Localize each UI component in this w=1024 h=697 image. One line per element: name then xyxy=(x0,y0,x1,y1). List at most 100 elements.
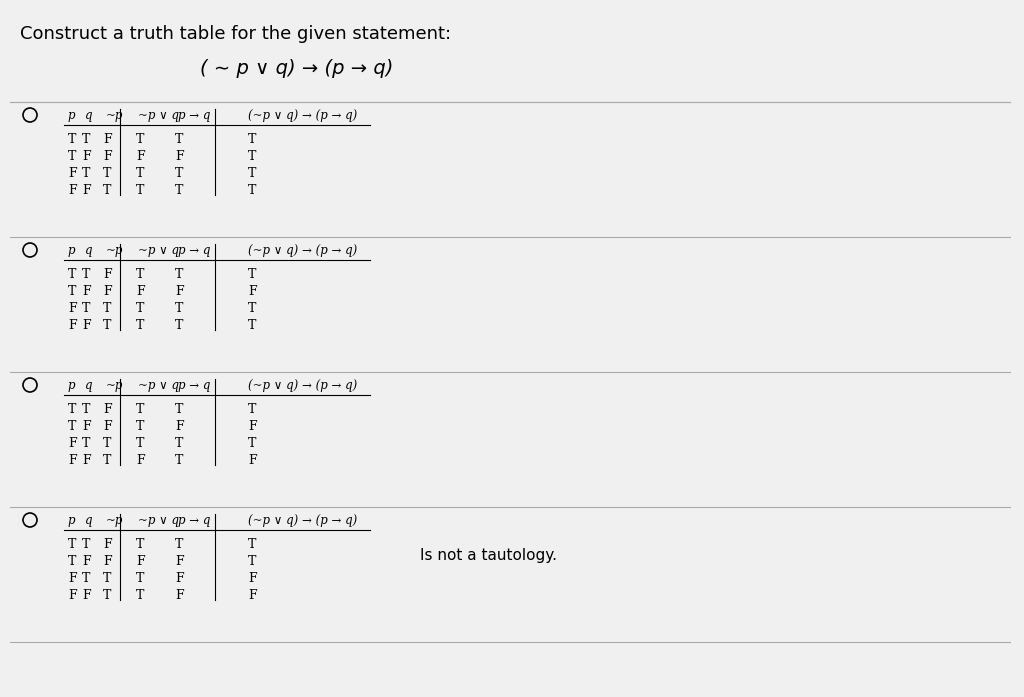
Text: T: T xyxy=(136,319,144,332)
Text: T: T xyxy=(82,572,90,585)
Text: T: T xyxy=(175,268,183,281)
Text: T: T xyxy=(103,572,112,585)
Text: F: F xyxy=(68,302,77,315)
Text: T: T xyxy=(136,133,144,146)
Text: ~p ∨ q: ~p ∨ q xyxy=(138,244,179,257)
Text: q: q xyxy=(85,514,92,527)
Text: ~p: ~p xyxy=(106,109,123,122)
Text: p: p xyxy=(68,514,76,527)
Text: T: T xyxy=(68,133,77,146)
Text: T: T xyxy=(248,538,256,551)
Text: T: T xyxy=(136,167,144,180)
Text: ~p ∨ q: ~p ∨ q xyxy=(138,514,179,527)
Text: ~p ∨ q: ~p ∨ q xyxy=(138,379,179,392)
Text: q: q xyxy=(85,109,92,122)
Text: F: F xyxy=(103,420,112,433)
Text: F: F xyxy=(82,420,91,433)
Text: T: T xyxy=(103,454,112,467)
Text: T: T xyxy=(175,319,183,332)
Text: T: T xyxy=(136,538,144,551)
Text: T: T xyxy=(82,302,90,315)
Text: F: F xyxy=(82,319,91,332)
Text: T: T xyxy=(103,319,112,332)
Text: F: F xyxy=(68,184,77,197)
Text: T: T xyxy=(103,302,112,315)
Text: T: T xyxy=(68,538,77,551)
Text: F: F xyxy=(103,268,112,281)
Text: F: F xyxy=(68,167,77,180)
Text: T: T xyxy=(136,572,144,585)
Text: T: T xyxy=(175,403,183,416)
Text: T: T xyxy=(136,184,144,197)
Text: F: F xyxy=(103,538,112,551)
Text: T: T xyxy=(175,184,183,197)
Text: T: T xyxy=(68,285,77,298)
Text: F: F xyxy=(136,285,144,298)
Text: T: T xyxy=(175,167,183,180)
Text: F: F xyxy=(103,133,112,146)
Text: (~p ∨ q) → (p → q): (~p ∨ q) → (p → q) xyxy=(248,244,357,257)
Text: T: T xyxy=(82,538,90,551)
Text: T: T xyxy=(248,184,256,197)
Text: T: T xyxy=(103,184,112,197)
Text: T: T xyxy=(103,589,112,602)
Text: T: T xyxy=(248,167,256,180)
Text: ~p: ~p xyxy=(106,379,123,392)
Text: F: F xyxy=(103,150,112,163)
Text: p → q: p → q xyxy=(178,379,210,392)
Text: F: F xyxy=(82,285,91,298)
Text: F: F xyxy=(248,572,257,585)
Text: T: T xyxy=(175,437,183,450)
Text: T: T xyxy=(175,454,183,467)
Text: F: F xyxy=(175,572,183,585)
Text: q: q xyxy=(85,244,92,257)
Text: F: F xyxy=(68,437,77,450)
Text: F: F xyxy=(82,454,91,467)
Text: T: T xyxy=(103,437,112,450)
Text: p → q: p → q xyxy=(178,514,210,527)
Text: T: T xyxy=(82,437,90,450)
Text: Construct a truth table for the given statement:: Construct a truth table for the given st… xyxy=(20,25,452,43)
Text: ( ∼ p ∨ q) → (p → q): ( ∼ p ∨ q) → (p → q) xyxy=(200,59,393,78)
Text: T: T xyxy=(136,268,144,281)
Text: T: T xyxy=(248,133,256,146)
Text: T: T xyxy=(82,133,90,146)
Text: T: T xyxy=(248,268,256,281)
Text: T: T xyxy=(248,555,256,568)
Text: T: T xyxy=(103,167,112,180)
Text: T: T xyxy=(82,403,90,416)
Text: ~p: ~p xyxy=(106,244,123,257)
Text: T: T xyxy=(68,420,77,433)
Text: (~p ∨ q) → (p → q): (~p ∨ q) → (p → q) xyxy=(248,109,357,122)
Text: F: F xyxy=(248,589,257,602)
Text: T: T xyxy=(136,420,144,433)
Text: F: F xyxy=(136,150,144,163)
Text: T: T xyxy=(248,302,256,315)
Text: T: T xyxy=(248,319,256,332)
Text: F: F xyxy=(103,403,112,416)
Text: T: T xyxy=(136,403,144,416)
Text: T: T xyxy=(136,437,144,450)
Text: F: F xyxy=(103,555,112,568)
Text: p: p xyxy=(68,109,76,122)
Text: F: F xyxy=(82,184,91,197)
Text: p → q: p → q xyxy=(178,109,210,122)
Text: F: F xyxy=(248,420,257,433)
Text: F: F xyxy=(175,285,183,298)
Text: T: T xyxy=(175,538,183,551)
Text: T: T xyxy=(82,167,90,180)
Text: F: F xyxy=(103,285,112,298)
Text: T: T xyxy=(136,589,144,602)
Text: (~p ∨ q) → (p → q): (~p ∨ q) → (p → q) xyxy=(248,514,357,527)
Text: F: F xyxy=(68,319,77,332)
Text: T: T xyxy=(68,268,77,281)
Text: p: p xyxy=(68,244,76,257)
Text: T: T xyxy=(68,403,77,416)
Text: ~p: ~p xyxy=(106,514,123,527)
Text: T: T xyxy=(136,302,144,315)
Text: T: T xyxy=(248,150,256,163)
Text: F: F xyxy=(136,555,144,568)
Text: F: F xyxy=(68,572,77,585)
Text: F: F xyxy=(175,589,183,602)
Text: q: q xyxy=(85,379,92,392)
